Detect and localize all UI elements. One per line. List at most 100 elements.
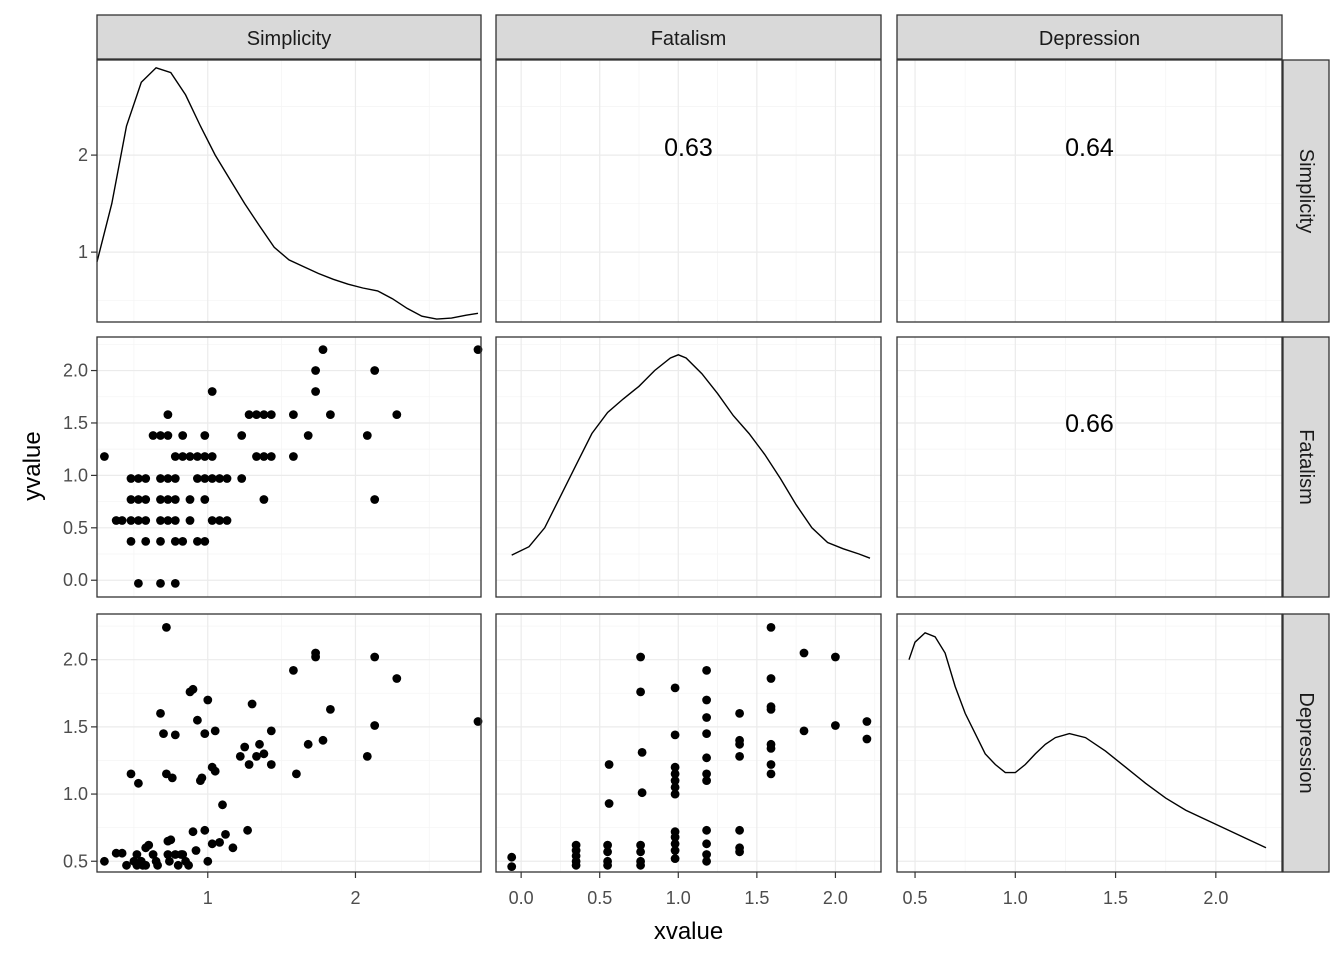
panel-border [896, 336, 1283, 598]
scatter-point [370, 721, 380, 730]
row-strip-label-0: Simplicity [1295, 149, 1317, 233]
x-tick-label: 1.5 [1103, 888, 1128, 908]
panel-border [896, 59, 1283, 323]
scatter-point [200, 495, 210, 504]
scatter-point [244, 760, 254, 769]
scatter-point [170, 495, 180, 504]
panel-border [495, 59, 882, 323]
scatter-point [252, 410, 261, 419]
scatter-point [156, 579, 165, 588]
panel-1-2: 0.66 [896, 336, 1283, 598]
y-tick-label: 2 [78, 145, 88, 165]
scatter-point [100, 856, 109, 866]
scatter-point [148, 431, 158, 440]
scatter-point [604, 760, 614, 769]
scatter-point [117, 516, 127, 525]
scatter-point [163, 495, 173, 504]
scatter-point [141, 474, 151, 483]
scatter-point [637, 788, 647, 798]
scatter-point [191, 846, 201, 855]
scatter-point [163, 516, 173, 525]
scatter-point [862, 717, 872, 726]
scatter-point [185, 495, 195, 504]
panel-border [96, 336, 482, 598]
scatter-point [200, 729, 210, 738]
scatter-point [636, 687, 645, 697]
scatter-point [370, 366, 380, 375]
scatter-point [670, 776, 680, 785]
scatter-point [215, 516, 225, 525]
scatter-point [862, 734, 872, 744]
scatter-point [831, 721, 840, 730]
scatter-point [221, 830, 230, 839]
panel-2-0 [96, 613, 483, 873]
scatter-point [247, 699, 257, 709]
scatter-point [188, 827, 198, 837]
scatter-point [126, 769, 136, 779]
panel-0-1: 0.63 [495, 59, 882, 323]
scatter-point [126, 537, 136, 546]
panel-1-1 [495, 336, 882, 598]
x-tick-label: 1 [203, 888, 213, 908]
row-strip-label-1: Fatalism [1295, 429, 1317, 505]
row-strip-label-2: Depression [1295, 692, 1317, 793]
scatter-point [222, 516, 232, 525]
scatter-point [203, 856, 213, 866]
scatter-point [735, 752, 744, 761]
scatter-point [303, 739, 313, 749]
scatter-point [170, 452, 180, 461]
x-tick-label: 0.5 [587, 888, 612, 908]
scatter-point [670, 782, 680, 792]
scatter-point [702, 769, 711, 779]
row-strip-2 [1282, 613, 1330, 873]
scatter-point [197, 773, 207, 783]
scatter-point [148, 850, 158, 859]
scatter-point [162, 623, 171, 632]
scatter-point [289, 452, 298, 461]
y-tick-label: 1.0 [63, 465, 88, 485]
scatter-point [235, 752, 245, 761]
scatter-point [163, 474, 173, 483]
scatter-point [670, 730, 680, 740]
density-line-fatalism [511, 354, 871, 559]
scatter-point [215, 474, 225, 483]
x-tick-label: 2.0 [823, 888, 848, 908]
scatter-point [126, 516, 136, 525]
scatter-point [318, 735, 328, 745]
y-tick-label: 0.5 [63, 518, 88, 538]
y-tick-label: 1 [78, 242, 88, 262]
scatter-point [134, 579, 143, 588]
density-line-depression [908, 631, 1267, 849]
scatter-point [207, 839, 217, 849]
scatter-point [636, 652, 645, 662]
scatter-point [210, 726, 220, 736]
scatter-point [259, 749, 269, 759]
x-tick-label: 0.0 [509, 888, 534, 908]
scatter-point [185, 516, 195, 525]
scatter-point [237, 474, 247, 483]
scatter-point [255, 739, 264, 749]
panel-border [495, 336, 882, 598]
scatter-point [170, 516, 180, 525]
scatter-point [156, 474, 165, 483]
correlation-label: 0.63 [664, 134, 713, 162]
scatter-point [122, 860, 131, 870]
scatter-point [636, 860, 645, 870]
scatter-point [636, 840, 645, 850]
scatter-point [167, 773, 177, 783]
panel-border [96, 613, 482, 873]
column-strip-0 [96, 14, 482, 60]
scatter-point [178, 850, 188, 859]
scatter-point [259, 410, 269, 419]
scatter-point [170, 730, 180, 740]
scatter-point [200, 537, 210, 546]
scatter-point [243, 825, 253, 835]
scatter-point [141, 495, 151, 504]
scatter-point [637, 748, 647, 757]
scatter-point [193, 715, 202, 725]
scatter-point [215, 838, 225, 847]
scatter-point [799, 648, 809, 658]
scatter-point [266, 452, 276, 461]
row-strip-1 [1282, 336, 1330, 598]
